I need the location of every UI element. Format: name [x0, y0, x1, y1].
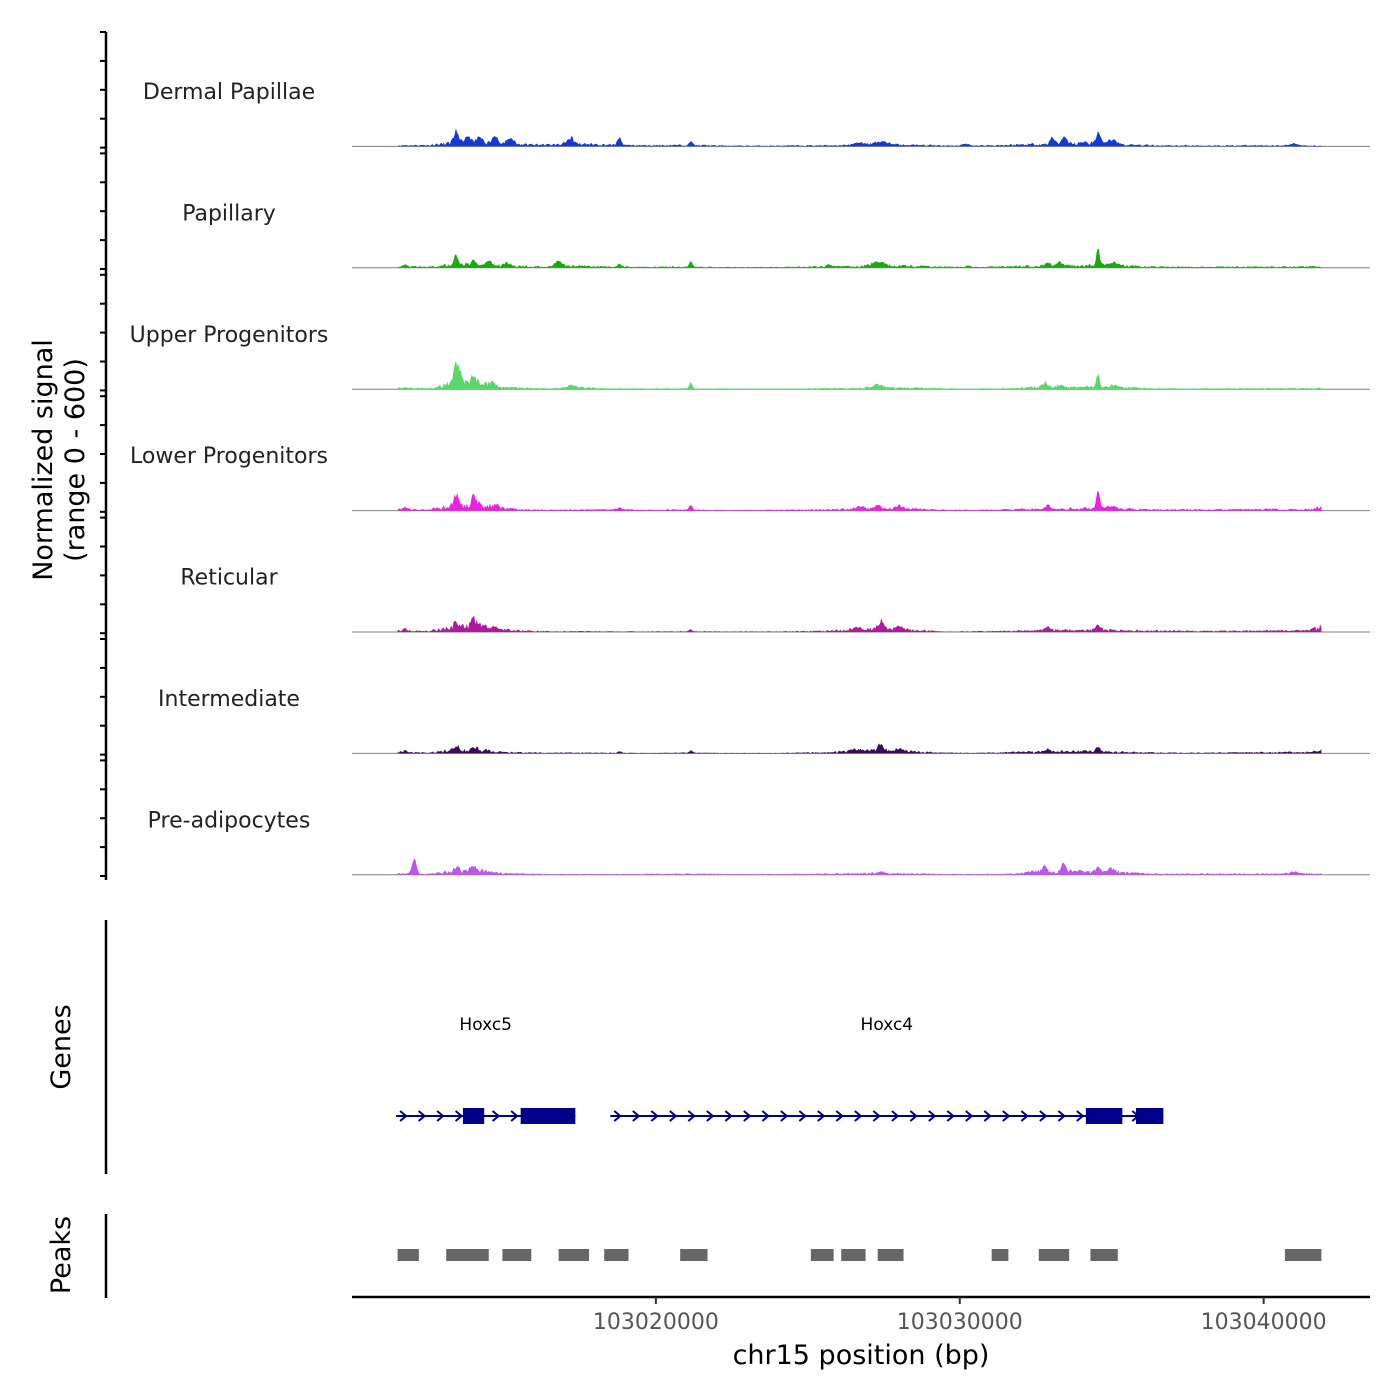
strand-arrow: [417, 1110, 427, 1122]
strand-arrow: [1076, 1110, 1085, 1122]
strand-arrow: [1039, 1110, 1048, 1122]
coverage-area: [397, 490, 1322, 511]
strand-arrow: [798, 1110, 807, 1122]
strand-arrow: [706, 1110, 715, 1122]
track-label: Reticular: [180, 566, 278, 591]
strand-arrow: [687, 1110, 696, 1122]
track-label: Intermediate: [158, 687, 300, 712]
gene-models: Hoxc5 Hoxc4: [396, 1015, 1164, 1124]
strand-arrow: [780, 1110, 789, 1122]
strand-arrow: [669, 1110, 678, 1122]
strand-arrow: [491, 1110, 501, 1122]
peaks-panel: Peaks: [46, 1214, 1322, 1298]
coverage-area: [397, 128, 1322, 147]
peak-region: [397, 1249, 419, 1261]
strand-arrow: [510, 1110, 519, 1122]
strand-arrow: [1002, 1110, 1011, 1122]
strand-arrow: [872, 1110, 881, 1122]
gene-hoxc5: Hoxc5: [396, 1015, 576, 1124]
strand-arrow: [909, 1110, 918, 1122]
peak-region: [446, 1249, 469, 1261]
strand-arrow: [761, 1110, 770, 1122]
peak-region: [558, 1249, 590, 1261]
track-label: Papillary: [182, 201, 276, 226]
strand-arrow: [650, 1110, 659, 1122]
track-label: Lower Progenitors: [130, 444, 328, 469]
coverage-area: [397, 360, 1322, 390]
strand-arrow: [743, 1110, 752, 1122]
strand-arrow: [891, 1110, 900, 1122]
signal-axis-ticks: [100, 31, 106, 878]
gene-exon: [1085, 1108, 1123, 1124]
coverage-area: [397, 857, 1322, 875]
signal-axis-label: Normalized signal: [28, 339, 59, 581]
strand-arrow: [983, 1110, 992, 1122]
peak-region: [810, 1249, 834, 1261]
gene-exon: [520, 1108, 576, 1124]
strand-arrow: [454, 1110, 464, 1122]
x-axis: 103020000 103030000 103040000 chr15 positi…: [352, 1295, 1370, 1371]
track-label: Pre-adipocytes: [148, 808, 311, 833]
peak-region: [1284, 1249, 1322, 1261]
gene-label: Hoxc5: [459, 1015, 512, 1035]
x-axis-ticks: 103020000 103030000 103040000: [593, 1297, 1327, 1335]
peak-region: [991, 1249, 1009, 1261]
peak-region: [841, 1249, 866, 1261]
strand-arrow: [817, 1110, 826, 1122]
x-axis-label: chr15 position (bp): [733, 1340, 990, 1371]
strand-arrow: [1057, 1110, 1066, 1122]
strand-arrow: [928, 1110, 937, 1122]
peak-region: [877, 1249, 904, 1261]
track-label: Upper Progenitors: [130, 323, 329, 348]
signal-axis: Normalized signal (range 0 - 600): [28, 31, 108, 880]
x-tick-label: 103030000: [897, 1310, 1023, 1335]
gene-hoxc4: Hoxc4: [610, 1015, 1164, 1124]
strand-arrow: [613, 1110, 622, 1122]
gene-label: Hoxc4: [861, 1015, 914, 1035]
track-intermediate: Intermediate: [158, 687, 1370, 754]
track-pre-adipocytes: Pre-adipocytes: [148, 808, 1370, 876]
genes-panel: Genes Hoxc5 Hoxc4: [46, 920, 1164, 1174]
strand-arrow: [965, 1110, 974, 1122]
coverage-area: [397, 615, 1322, 632]
peak-regions: [397, 1249, 1322, 1261]
track-lower-progenitors: Lower Progenitors: [130, 444, 1370, 512]
strand-arrow: [724, 1110, 733, 1122]
strand-arrow: [632, 1110, 641, 1122]
x-tick-label: 103040000: [1201, 1310, 1327, 1335]
strand-arrow: [436, 1110, 445, 1122]
track-reticular: Reticular: [180, 566, 1370, 633]
coverage-area: [397, 743, 1322, 754]
coverage-area: [397, 249, 1322, 268]
peak-region: [502, 1249, 532, 1261]
coverage-tracks: Dermal Papillae Papillary Upper Progenitor…: [130, 80, 1370, 876]
peak-region: [1038, 1249, 1070, 1261]
track-label: Dermal Papillae: [143, 80, 315, 105]
signal-axis-range-label: (range 0 - 600): [60, 358, 91, 562]
track-papillary: Papillary: [182, 201, 1370, 269]
track-upper-progenitors: Upper Progenitors: [130, 323, 1370, 390]
genes-track-label: Genes: [46, 1004, 77, 1089]
gene-exon: [1136, 1108, 1164, 1124]
peak-region: [468, 1249, 489, 1261]
strand-arrow: [835, 1110, 844, 1122]
peaks-track-label: Peaks: [46, 1216, 77, 1294]
strand-arrow: [1020, 1110, 1029, 1122]
peak-region: [1090, 1249, 1118, 1261]
peak-region: [604, 1249, 629, 1261]
strand-arrow: [399, 1110, 408, 1122]
gene-exon: [462, 1108, 485, 1124]
strand-arrow: [946, 1110, 955, 1122]
track-dermal-papillae: Dermal Papillae: [143, 80, 1370, 147]
x-tick-label: 103020000: [593, 1310, 719, 1335]
strand-arrow: [854, 1110, 863, 1122]
peak-region: [680, 1249, 708, 1261]
